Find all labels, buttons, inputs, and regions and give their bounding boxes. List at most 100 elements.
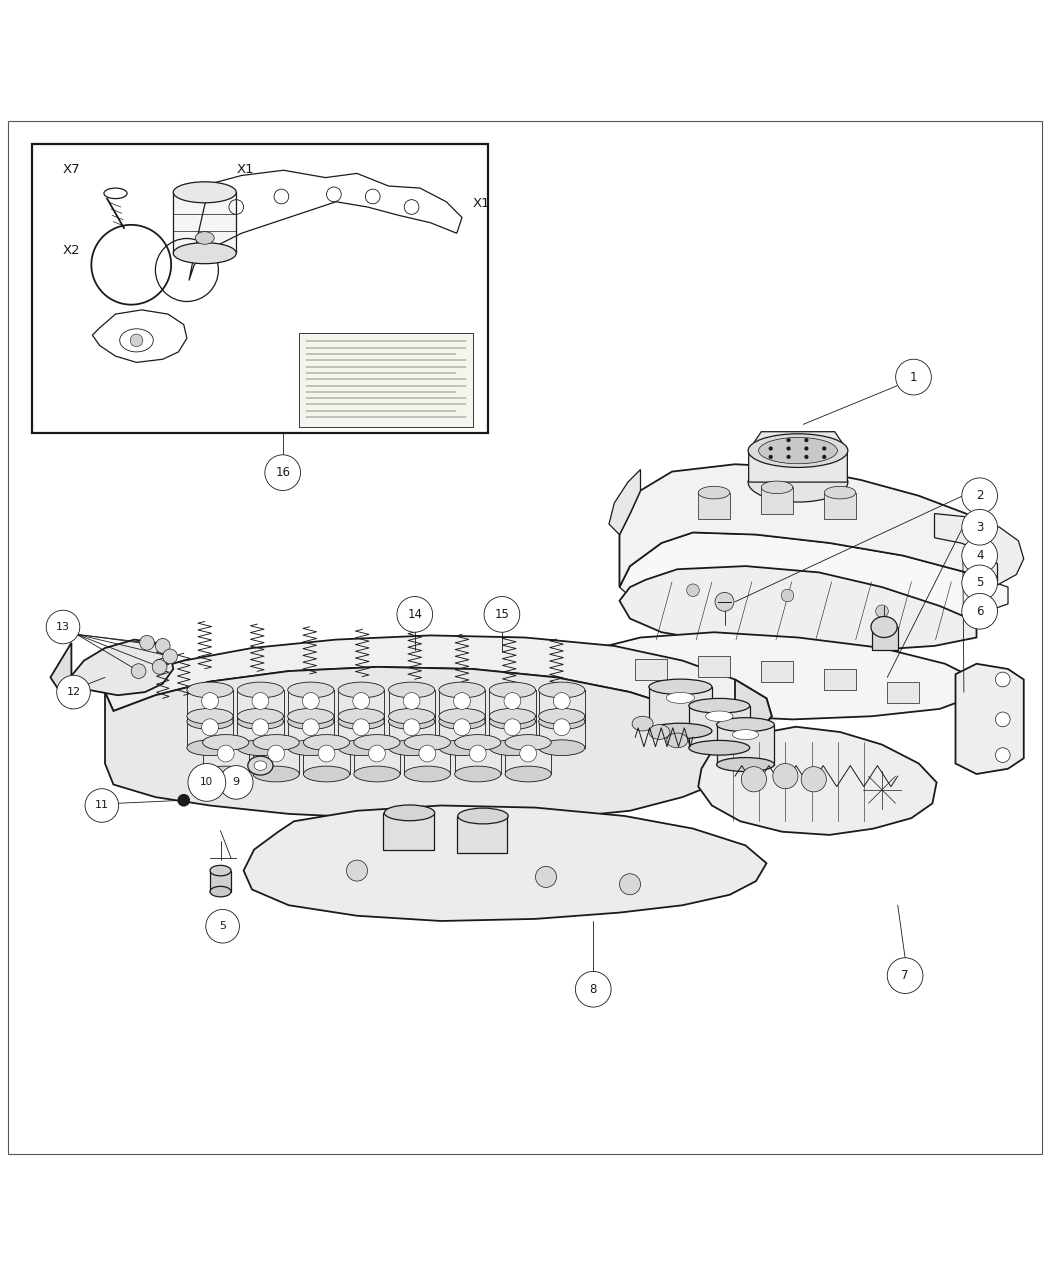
Ellipse shape bbox=[706, 711, 733, 722]
Ellipse shape bbox=[667, 733, 688, 747]
Ellipse shape bbox=[388, 709, 435, 724]
Circle shape bbox=[786, 446, 791, 450]
Ellipse shape bbox=[439, 709, 485, 724]
Bar bbox=[887, 682, 919, 703]
Bar bbox=[288, 717, 334, 747]
Text: X1: X1 bbox=[472, 198, 490, 210]
Circle shape bbox=[188, 764, 226, 801]
Text: 16: 16 bbox=[275, 467, 290, 479]
Ellipse shape bbox=[388, 682, 435, 697]
Ellipse shape bbox=[237, 740, 284, 756]
Circle shape bbox=[419, 745, 436, 762]
Bar bbox=[173, 193, 236, 254]
Text: 5: 5 bbox=[219, 922, 226, 931]
Bar bbox=[210, 871, 231, 891]
Circle shape bbox=[620, 873, 640, 895]
Text: 2: 2 bbox=[975, 490, 984, 502]
Circle shape bbox=[962, 510, 998, 546]
Ellipse shape bbox=[458, 808, 508, 824]
Polygon shape bbox=[105, 667, 714, 820]
Circle shape bbox=[252, 692, 269, 709]
Ellipse shape bbox=[354, 734, 400, 751]
Ellipse shape bbox=[210, 866, 231, 876]
Ellipse shape bbox=[439, 740, 485, 756]
Text: 9: 9 bbox=[233, 778, 239, 788]
Ellipse shape bbox=[455, 734, 501, 751]
Circle shape bbox=[155, 639, 170, 653]
Ellipse shape bbox=[237, 714, 284, 729]
Bar bbox=[338, 717, 384, 747]
Ellipse shape bbox=[716, 757, 775, 771]
Ellipse shape bbox=[539, 682, 585, 697]
Polygon shape bbox=[956, 664, 1024, 774]
Circle shape bbox=[995, 711, 1010, 727]
Ellipse shape bbox=[203, 734, 249, 751]
Ellipse shape bbox=[505, 766, 551, 782]
Text: 14: 14 bbox=[407, 608, 422, 621]
Ellipse shape bbox=[303, 766, 350, 782]
Bar bbox=[187, 690, 233, 722]
Bar bbox=[187, 717, 233, 747]
Ellipse shape bbox=[338, 709, 384, 724]
Circle shape bbox=[995, 747, 1010, 762]
Circle shape bbox=[801, 766, 826, 792]
Polygon shape bbox=[68, 640, 173, 695]
Circle shape bbox=[265, 455, 300, 491]
Circle shape bbox=[962, 538, 998, 574]
Circle shape bbox=[131, 664, 146, 678]
Ellipse shape bbox=[388, 740, 435, 756]
Ellipse shape bbox=[237, 682, 284, 697]
Ellipse shape bbox=[716, 718, 775, 732]
Circle shape bbox=[804, 439, 809, 442]
Bar bbox=[761, 660, 793, 682]
Circle shape bbox=[469, 745, 486, 762]
Bar bbox=[383, 813, 434, 849]
Ellipse shape bbox=[489, 740, 536, 756]
Polygon shape bbox=[575, 632, 977, 719]
Circle shape bbox=[206, 909, 239, 944]
Ellipse shape bbox=[338, 682, 384, 697]
Ellipse shape bbox=[872, 617, 897, 638]
Bar bbox=[872, 627, 898, 650]
Circle shape bbox=[553, 692, 570, 709]
Ellipse shape bbox=[187, 714, 233, 729]
Circle shape bbox=[202, 719, 218, 736]
Text: 5: 5 bbox=[975, 576, 984, 589]
Circle shape bbox=[403, 719, 420, 736]
Polygon shape bbox=[698, 727, 937, 835]
Ellipse shape bbox=[733, 729, 758, 740]
Ellipse shape bbox=[173, 182, 236, 203]
Ellipse shape bbox=[288, 709, 334, 724]
Bar bbox=[716, 724, 775, 765]
Text: 11: 11 bbox=[94, 801, 109, 811]
Circle shape bbox=[769, 446, 773, 450]
Bar bbox=[237, 690, 284, 722]
Polygon shape bbox=[244, 806, 766, 921]
Ellipse shape bbox=[253, 766, 299, 782]
Text: X2: X2 bbox=[63, 245, 81, 258]
Polygon shape bbox=[609, 469, 640, 534]
Circle shape bbox=[369, 745, 385, 762]
Circle shape bbox=[252, 719, 269, 736]
Ellipse shape bbox=[489, 714, 536, 729]
Ellipse shape bbox=[539, 709, 585, 724]
Ellipse shape bbox=[698, 486, 730, 499]
Ellipse shape bbox=[195, 232, 214, 245]
Ellipse shape bbox=[210, 886, 231, 896]
Circle shape bbox=[575, 972, 611, 1007]
Bar bbox=[489, 690, 536, 722]
Ellipse shape bbox=[173, 242, 236, 264]
Circle shape bbox=[741, 766, 766, 792]
Bar bbox=[505, 742, 551, 774]
Circle shape bbox=[140, 635, 154, 650]
Ellipse shape bbox=[203, 766, 249, 782]
Ellipse shape bbox=[761, 481, 793, 493]
Polygon shape bbox=[934, 514, 1024, 585]
Circle shape bbox=[520, 745, 537, 762]
Circle shape bbox=[786, 439, 791, 442]
Bar bbox=[698, 492, 730, 519]
Circle shape bbox=[403, 692, 420, 709]
Bar bbox=[698, 657, 730, 677]
Bar bbox=[649, 687, 712, 731]
Circle shape bbox=[536, 867, 556, 887]
